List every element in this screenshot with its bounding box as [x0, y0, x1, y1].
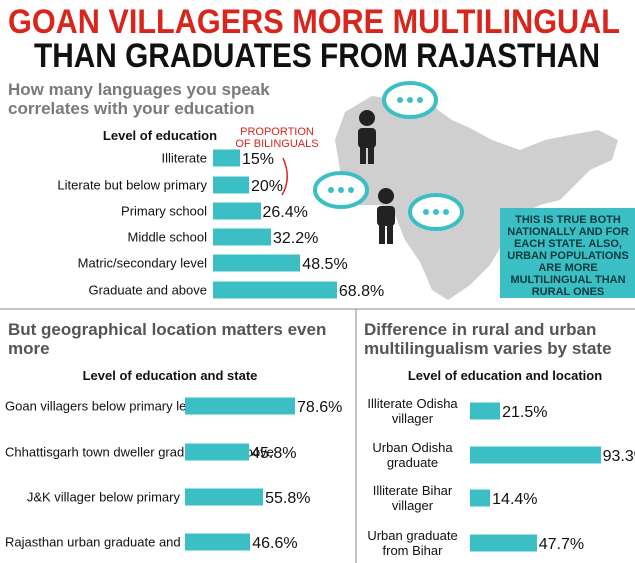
bubble-dots: [328, 97, 449, 215]
bar: [213, 281, 337, 299]
category-label: Urban Odisha graduate: [372, 440, 453, 470]
chart-subtitle: But geographical location matters even m…: [8, 320, 327, 358]
category-label: Illiterate Bihar villager: [372, 483, 453, 513]
bar: [185, 443, 250, 461]
title-line: GOAN VILLAGERS MORE MULTILINGUAL: [8, 3, 620, 41]
value-label: 46.6%: [252, 534, 298, 552]
bar: [213, 149, 240, 167]
category-label: Graduate and above: [88, 282, 207, 298]
category-label: Urban graduate from Bihar: [367, 528, 458, 558]
axis-title: Level of education and location: [407, 368, 603, 383]
category-label: Primary school: [121, 203, 207, 219]
map: [335, 92, 618, 300]
bar: [470, 489, 491, 507]
category-label: Goan villagers below primary level: [5, 398, 203, 414]
note-box: [500, 208, 635, 298]
category-label: Literate but below primary: [57, 177, 207, 193]
chart-subtitle: Difference in rural and urban multilingu…: [364, 320, 612, 358]
axis-title: Level of education: [102, 128, 218, 143]
category-label: J&K villager below primary: [26, 489, 180, 505]
bar: [213, 254, 301, 272]
value-label: 21.5%: [502, 403, 548, 421]
value-label: 32.2%: [272, 229, 319, 247]
person-icon: [358, 110, 376, 164]
value-label: 48.5%: [302, 255, 348, 273]
category-label: Illiterate Odisha villager: [367, 396, 458, 426]
axis-title: Level of education and state: [82, 368, 258, 383]
chart-subtitle: How many languages you speak correlates …: [8, 80, 270, 118]
value-label: 45.8%: [251, 444, 297, 462]
value-label: 93.3%: [602, 447, 635, 465]
bar: [470, 402, 501, 420]
bar: [185, 488, 264, 506]
value-label: 68.8%: [338, 282, 385, 300]
category-label: Matric/secondary level: [77, 255, 207, 271]
person-icon: [377, 188, 395, 244]
value-label: 26.4%: [262, 203, 308, 221]
category-label: Middle school: [127, 229, 208, 245]
bar: [213, 202, 261, 220]
category-label: Illiterate: [161, 150, 207, 166]
annotation: PROPORTION OF BILINGUALS: [235, 126, 319, 150]
bar: [213, 228, 271, 246]
annotation-arrow: [281, 157, 288, 196]
value-label: 20%: [251, 177, 284, 195]
value-label: 14.4%: [492, 490, 538, 508]
bar: [185, 397, 296, 415]
value-label: 55.8%: [265, 489, 311, 507]
category-label: Rajasthan urban graduate and above: [5, 534, 220, 550]
bar: [213, 176, 249, 194]
value-label: 78.6%: [297, 398, 343, 416]
bar: [470, 534, 537, 552]
map-note: THIS IS TRUE BOTH NATIONALLY AND FOR EAC…: [507, 214, 629, 298]
category-label: Chhattisgarh town dweller graduate and a…: [5, 444, 274, 460]
value-label: 47.7%: [538, 535, 585, 553]
title-line: THAN GRADUATES FROM RAJASTHAN: [34, 37, 600, 75]
bar: [185, 533, 251, 551]
bar: [470, 446, 601, 464]
value-label: 15%: [242, 150, 275, 168]
